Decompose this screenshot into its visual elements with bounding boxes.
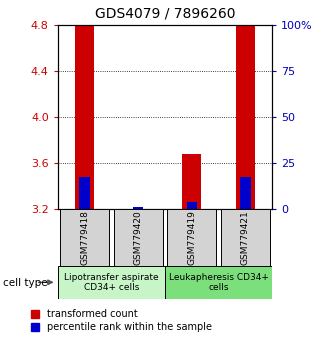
- Bar: [187, 202, 197, 209]
- Text: GSM779420: GSM779420: [134, 210, 143, 264]
- Bar: [182, 154, 201, 209]
- Text: GSM779421: GSM779421: [241, 210, 250, 264]
- Title: GDS4079 / 7896260: GDS4079 / 7896260: [95, 7, 235, 21]
- Text: GSM779419: GSM779419: [187, 210, 196, 265]
- Bar: [221, 209, 270, 266]
- Bar: [58, 266, 165, 299]
- Legend: transformed count, percentile rank within the sample: transformed count, percentile rank withi…: [31, 309, 212, 332]
- Text: cell type: cell type: [3, 278, 48, 288]
- Bar: [60, 209, 109, 266]
- Bar: [240, 177, 250, 209]
- Bar: [80, 177, 90, 209]
- Bar: [75, 25, 94, 209]
- Bar: [114, 209, 163, 266]
- Bar: [167, 209, 216, 266]
- Text: GSM779418: GSM779418: [80, 210, 89, 265]
- Bar: [133, 206, 143, 209]
- Text: Lipotransfer aspirate
CD34+ cells: Lipotransfer aspirate CD34+ cells: [64, 273, 159, 292]
- Bar: [165, 266, 272, 299]
- Text: Leukapheresis CD34+
cells: Leukapheresis CD34+ cells: [169, 273, 269, 292]
- Bar: [236, 25, 255, 209]
